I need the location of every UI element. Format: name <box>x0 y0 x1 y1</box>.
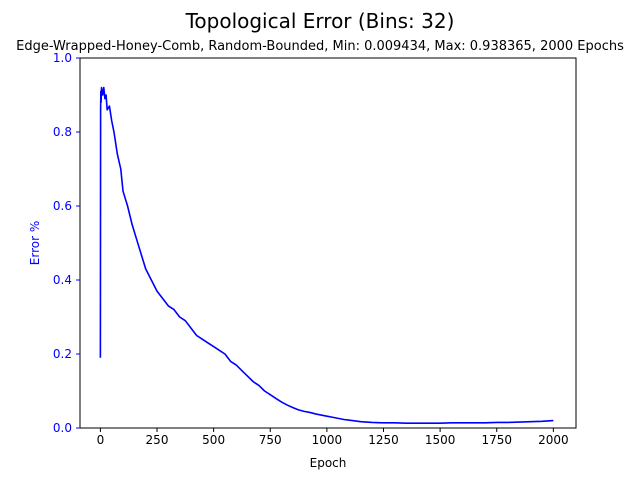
chart-title: Topological Error (Bins: 32) <box>185 9 455 33</box>
x-tick-label: 250 <box>146 433 169 447</box>
y-axis-label: Error % <box>28 221 42 265</box>
x-tick-label: 500 <box>202 433 225 447</box>
x-tick-label: 1000 <box>312 433 343 447</box>
x-tick-label: 1750 <box>481 433 512 447</box>
x-tick-label: 2000 <box>538 433 569 447</box>
y-tick-label: 0.4 <box>53 273 72 287</box>
plot-area <box>99 86 554 424</box>
x-axis: 0 250 500 750 1000 1250 1500 1750 2000 <box>97 428 569 447</box>
y-axis: 0.0 0.2 0.4 0.6 0.8 1.0 <box>53 51 80 435</box>
y-tick-label: 1.0 <box>53 51 72 65</box>
series-line-0 <box>99 86 554 424</box>
x-tick-label: 0 <box>97 433 105 447</box>
x-axis-label: Epoch <box>310 456 347 470</box>
y-tick-label: 0.6 <box>53 199 72 213</box>
x-tick-label: 1500 <box>425 433 456 447</box>
y-tick-label: 0.8 <box>53 125 72 139</box>
x-tick-label: 750 <box>259 433 282 447</box>
chart-subtitle: Edge-Wrapped-Honey-Comb, Random-Bounded,… <box>16 39 624 54</box>
x-tick-label: 1250 <box>368 433 399 447</box>
y-tick-label: 0.2 <box>53 347 72 361</box>
y-tick-label: 0.0 <box>53 421 72 435</box>
plot-frame <box>79 57 577 429</box>
